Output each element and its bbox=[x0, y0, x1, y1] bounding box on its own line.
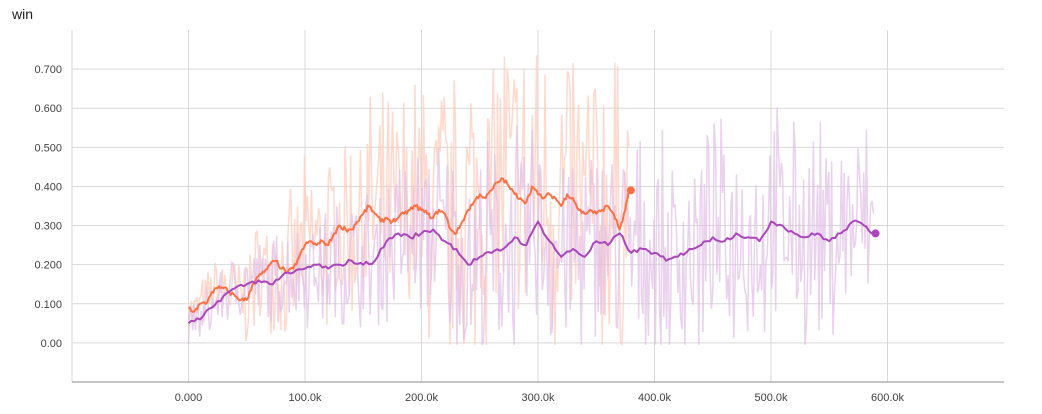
y-tick-label: 0.300 bbox=[34, 221, 62, 233]
x-tick-label: 100.0k bbox=[288, 392, 322, 404]
x-tick-label: 300.0k bbox=[521, 392, 555, 404]
series-end-marker bbox=[871, 229, 880, 238]
x-tick-label: 400.0k bbox=[638, 392, 672, 404]
y-tick-label: 0.100 bbox=[34, 299, 62, 311]
y-tick-label: 0.200 bbox=[34, 260, 62, 272]
x-tick-label: 200.0k bbox=[405, 392, 439, 404]
raw-series-line bbox=[187, 55, 630, 346]
chart-title: win bbox=[12, 6, 34, 22]
y-tick-label: 0.600 bbox=[34, 103, 62, 115]
x-tick-label: 0.000 bbox=[175, 392, 203, 404]
series-line bbox=[187, 219, 874, 325]
x-tick-label: 600.0k bbox=[871, 392, 905, 404]
y-tick-label: 0.00 bbox=[41, 338, 62, 350]
series-end-marker bbox=[626, 186, 635, 195]
raw-series-line bbox=[187, 107, 875, 346]
x-tick-label: 500.0k bbox=[754, 392, 788, 404]
series-line bbox=[188, 177, 630, 313]
y-tick-label: 0.400 bbox=[34, 181, 62, 193]
y-tick-label: 0.500 bbox=[34, 142, 62, 154]
y-tick-label: 0.700 bbox=[34, 64, 62, 76]
